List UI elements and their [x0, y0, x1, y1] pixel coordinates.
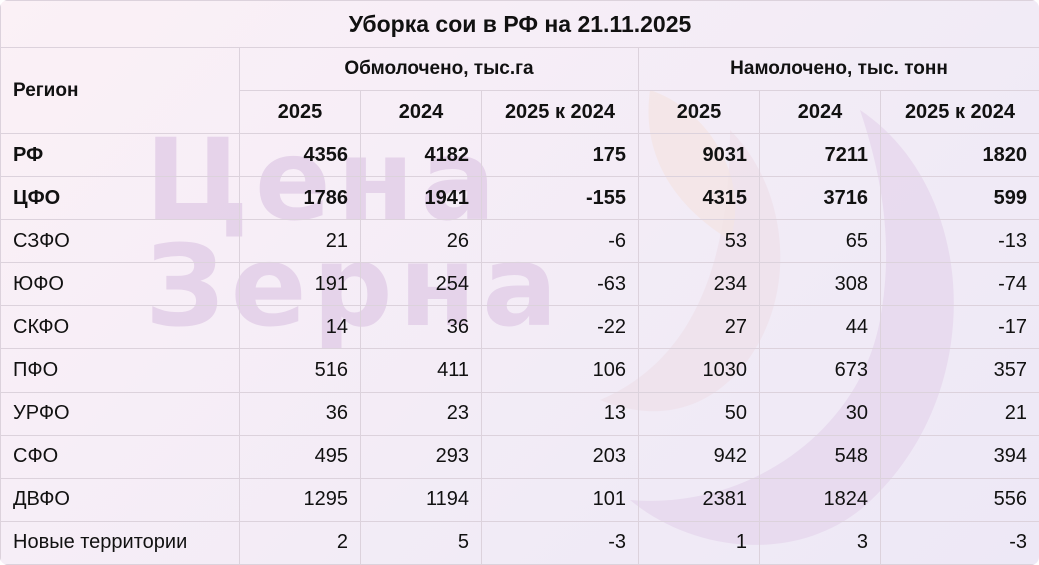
value-cell: 293: [360, 434, 482, 479]
value-cell: -13: [880, 219, 1039, 264]
value-cell: -17: [880, 305, 1039, 350]
region-name-cell: Новые территории: [0, 520, 240, 565]
value-cell: 673: [759, 348, 881, 393]
value-cell: 175: [481, 132, 639, 178]
value-cell: 4315: [638, 176, 760, 221]
value-cell: 36: [239, 391, 361, 436]
value-cell: 5: [360, 520, 482, 565]
value-cell: 65: [759, 219, 881, 264]
region-name-cell: ПФО: [0, 348, 240, 393]
value-cell: 516: [239, 348, 361, 393]
value-cell: 1030: [638, 348, 760, 393]
value-cell: 1194: [360, 477, 482, 522]
value-cell: 13: [481, 391, 639, 436]
value-cell: 942: [638, 434, 760, 479]
value-cell: 23: [360, 391, 482, 436]
value-cell: 26: [360, 219, 482, 264]
value-cell: 3: [759, 520, 881, 565]
value-cell: 556: [880, 477, 1039, 522]
region-name-cell: РФ: [0, 132, 240, 178]
value-cell: 50: [638, 391, 760, 436]
value-cell: 599: [880, 176, 1039, 221]
table-row: СКФО 14 36 -22 27 44 -17: [0, 305, 1039, 350]
region-name-cell: УРФО: [0, 391, 240, 436]
value-cell: -6: [481, 219, 639, 264]
value-cell: 254: [360, 262, 482, 307]
value-cell: 1824: [759, 477, 881, 522]
value-cell: 14: [239, 305, 361, 350]
threshed-area-group-header: Обмолочено, тыс.га: [239, 47, 639, 91]
column-header: 2024: [360, 90, 482, 134]
value-cell: 411: [360, 348, 482, 393]
table-row: СЗФО 21 26 -6 53 65 -13: [0, 219, 1039, 264]
column-header: 2025 к 2024: [880, 90, 1039, 134]
table-body: РФ 4356 4182 175 9031 7211 1820 ЦФО 1786 1941 -155…: [0, 132, 1039, 565]
value-cell: 53: [638, 219, 760, 264]
value-cell: 27: [638, 305, 760, 350]
column-header: 2025: [239, 90, 361, 134]
value-cell: 1941: [360, 176, 482, 221]
table-title: Уборка сои в РФ на 21.11.2025: [0, 0, 1039, 48]
value-cell: 191: [239, 262, 361, 307]
table-row: ЦФО 1786 1941 -155 4315 3716 599: [0, 176, 1039, 221]
value-cell: -3: [880, 520, 1039, 565]
value-cell: 9031: [638, 132, 760, 178]
table-row: ПФО 516 411 106 1030 673 357: [0, 348, 1039, 393]
value-cell: 2381: [638, 477, 760, 522]
value-cell: -63: [481, 262, 639, 307]
value-cell: -155: [481, 176, 639, 221]
value-cell: 1820: [880, 132, 1039, 178]
value-cell: 106: [481, 348, 639, 393]
value-cell: 308: [759, 262, 881, 307]
region-name-cell: ЦФО: [0, 176, 240, 221]
region-name-cell: СФО: [0, 434, 240, 479]
region-column-header: Регион: [0, 47, 240, 134]
value-cell: -22: [481, 305, 639, 350]
value-cell: 548: [759, 434, 881, 479]
column-header: 2025 к 2024: [481, 90, 639, 134]
table-row: ЮФО 191 254 -63 234 308 -74: [0, 262, 1039, 307]
value-cell: 3716: [759, 176, 881, 221]
value-cell: 1295: [239, 477, 361, 522]
value-cell: 30: [759, 391, 881, 436]
value-cell: -3: [481, 520, 639, 565]
region-name-cell: ДВФО: [0, 477, 240, 522]
value-cell: 1: [638, 520, 760, 565]
value-cell: 36: [360, 305, 482, 350]
value-cell: 4356: [239, 132, 361, 178]
column-header: 2025: [638, 90, 760, 134]
value-cell: 4182: [360, 132, 482, 178]
value-cell: -74: [880, 262, 1039, 307]
value-cell: 2: [239, 520, 361, 565]
table-row: СФО 495 293 203 942 548 394: [0, 434, 1039, 479]
value-cell: 1786: [239, 176, 361, 221]
harvested-volume-group-header: Намолочено, тыс. тонн: [638, 47, 1039, 91]
value-cell: 203: [481, 434, 639, 479]
table-row: УРФО 36 23 13 50 30 21: [0, 391, 1039, 436]
value-cell: 234: [638, 262, 760, 307]
table-row: РФ 4356 4182 175 9031 7211 1820: [0, 132, 1039, 178]
value-cell: 21: [239, 219, 361, 264]
value-cell: 7211: [759, 132, 881, 178]
value-cell: 21: [880, 391, 1039, 436]
value-cell: 357: [880, 348, 1039, 393]
value-cell: 101: [481, 477, 639, 522]
table-row: Новые территории 2 5 -3 1 3 -3: [0, 520, 1039, 565]
value-cell: 44: [759, 305, 881, 350]
table-row: ДВФО 1295 1194 101 2381 1824 556: [0, 477, 1039, 522]
value-cell: 394: [880, 434, 1039, 479]
column-header: 2024: [759, 90, 881, 134]
region-name-cell: СКФО: [0, 305, 240, 350]
region-name-cell: СЗФО: [0, 219, 240, 264]
value-cell: 495: [239, 434, 361, 479]
region-name-cell: ЮФО: [0, 262, 240, 307]
